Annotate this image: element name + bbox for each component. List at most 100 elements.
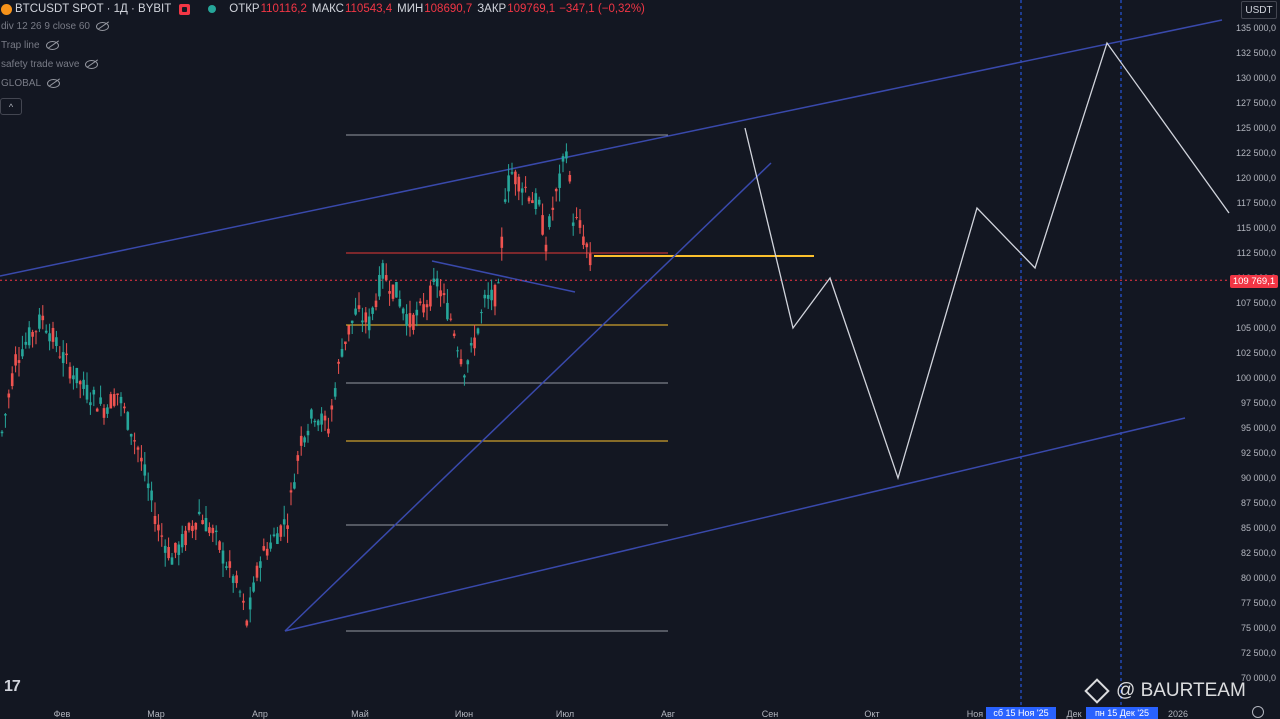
candle-body — [231, 576, 235, 583]
candle-body — [38, 314, 41, 329]
y-tick-label: 82 500,0 — [1241, 548, 1276, 558]
candle-body — [442, 293, 446, 296]
candle-body — [452, 333, 456, 336]
candle-body — [551, 207, 555, 210]
candle-body — [95, 408, 99, 412]
candle-body — [218, 541, 221, 550]
candle-body — [582, 236, 585, 245]
y-tick-label: 102 500,0 — [1236, 348, 1276, 358]
candle-body — [201, 520, 204, 525]
candle-body — [483, 294, 487, 299]
watermark-text: @ BAURTEAM — [1116, 680, 1246, 701]
candle-body — [429, 285, 432, 307]
y-tick-label: 115 000,0 — [1237, 223, 1276, 233]
x-tick-label: Фев — [54, 709, 71, 719]
candle-body — [469, 343, 473, 346]
candle-body — [524, 186, 527, 188]
eye-icon[interactable] — [85, 60, 99, 69]
candle-body — [48, 333, 51, 342]
candle-body — [299, 435, 303, 446]
candle-body — [0, 431, 4, 434]
candle-body — [109, 394, 113, 409]
candle-body — [14, 354, 17, 366]
eye-icon[interactable] — [47, 79, 61, 88]
candle-body — [238, 591, 242, 593]
candle-body — [174, 542, 177, 553]
candle-body — [422, 304, 425, 313]
x-tick-label: Июл — [556, 709, 574, 719]
candle-body — [463, 375, 466, 378]
currency-button[interactable]: USDT — [1241, 1, 1277, 19]
candle-body — [153, 515, 157, 525]
candle-body — [293, 482, 296, 489]
tradingview-logo[interactable]: 17 — [4, 678, 21, 695]
candle-body — [588, 253, 592, 266]
symbol-title[interactable]: BTCUSDT SPOT · 1Д · BYBIT — [15, 3, 172, 15]
candle-body — [541, 215, 544, 235]
candle-body — [75, 367, 79, 384]
chevron-up-icon: ^ — [8, 101, 14, 112]
y-tick-label: 100 000,0 — [1236, 373, 1276, 383]
collapse-indicators-button[interactable]: ^ — [0, 98, 22, 115]
bitcoin-icon — [1, 3, 12, 15]
candle-body — [272, 534, 276, 537]
y-tick-label: 105 000,0 — [1236, 323, 1276, 333]
candle-body — [473, 337, 476, 349]
y-tick-label: 70 000,0 — [1241, 673, 1276, 683]
candle-body — [384, 275, 388, 281]
candle-body — [425, 304, 429, 308]
indicator-row[interactable]: safety trade wave — [1, 59, 99, 70]
candle-body — [89, 402, 92, 406]
eye-icon[interactable] — [45, 41, 59, 50]
candle-body — [510, 172, 514, 174]
binance-icon — [1084, 678, 1110, 704]
forecast-path — [744, 41, 1230, 481]
indicator-row[interactable]: Trap line — [1, 40, 59, 51]
candle-body — [146, 483, 150, 489]
candle-body — [211, 527, 215, 534]
x-tick-label: Ноя — [967, 709, 984, 719]
candle-body — [129, 433, 133, 437]
candle-body — [575, 217, 578, 219]
x-tick-label: Окт — [864, 709, 879, 719]
y-tick-label: 107 500,0 — [1236, 298, 1276, 308]
candle-body — [92, 389, 96, 395]
eye-icon[interactable] — [95, 22, 109, 31]
indicator-row[interactable]: GLOBAL — [1, 78, 61, 89]
y-tick-label: 80 000,0 — [1241, 573, 1276, 583]
candle-body — [330, 405, 334, 410]
candle-body — [65, 353, 68, 356]
indicator-row[interactable]: div 12 26 9 close 60 — [1, 21, 109, 32]
candle-body — [578, 220, 582, 228]
candle-body — [133, 440, 136, 442]
alert-icon[interactable] — [179, 3, 191, 15]
candle-body — [242, 600, 245, 603]
y-tick-label: 125 000,0 — [1236, 123, 1276, 133]
y-tick-label: 132 500,0 — [1236, 48, 1276, 58]
candle-body — [327, 428, 330, 434]
candle-body — [4, 414, 7, 416]
candle-body — [503, 199, 507, 202]
y-tick-label: 95 000,0 — [1241, 423, 1276, 433]
candle-body — [102, 408, 106, 418]
x-tick-label: Мар — [147, 709, 165, 719]
candle-body — [289, 490, 293, 493]
candle-body — [456, 350, 459, 352]
candle-body — [395, 282, 398, 298]
candle-body — [439, 290, 442, 297]
settings-icon[interactable] — [1252, 706, 1264, 718]
candle-body — [480, 312, 483, 314]
candle-body — [493, 284, 497, 307]
y-tick-label: 90 000,0 — [1241, 473, 1276, 483]
candle-body — [248, 597, 252, 610]
candle-body — [306, 430, 310, 436]
candle-body — [303, 437, 306, 443]
candle-body — [520, 188, 524, 193]
indicator-name: div 12 26 9 close 60 — [1, 21, 90, 32]
candle-body — [344, 341, 347, 345]
candle-body — [58, 356, 62, 358]
candle-body — [565, 151, 568, 159]
price-axis — [1228, 0, 1280, 706]
candle-body — [150, 490, 153, 501]
